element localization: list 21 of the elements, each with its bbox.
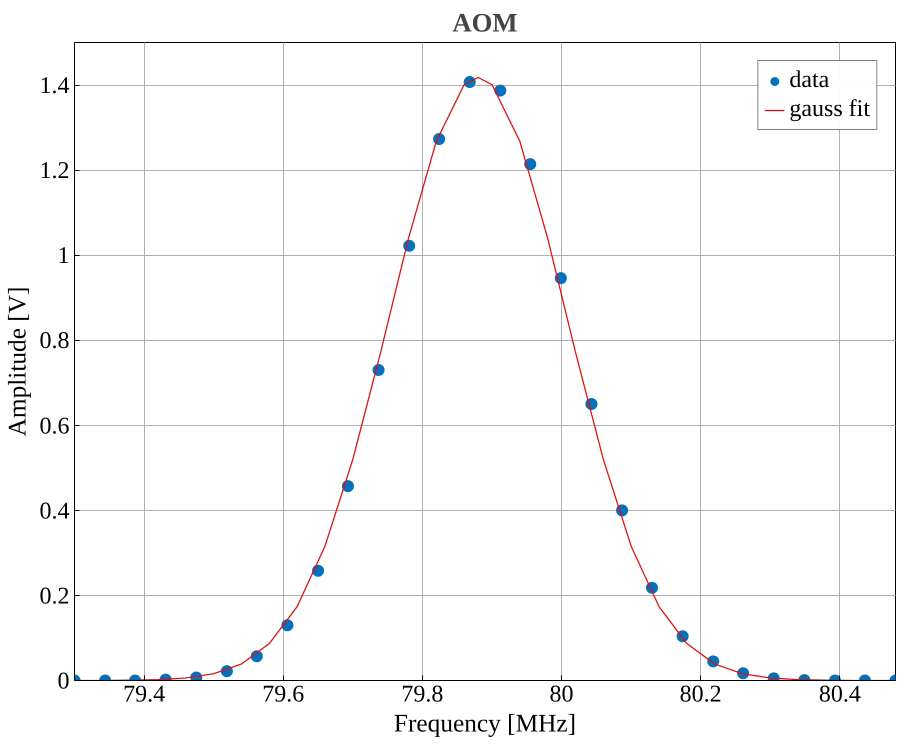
y-tick-label: 0.8	[40, 328, 70, 354]
x-axis-title: Frequency [MHz]	[394, 710, 576, 738]
x-tick-label: 80.2	[680, 682, 722, 708]
legend-label: gauss fit	[789, 96, 870, 123]
x-tick-label: 80	[550, 682, 574, 708]
y-tick-label: 1.2	[40, 158, 70, 184]
chart-title: AOM	[452, 8, 518, 38]
y-tick-label: 0.4	[40, 498, 70, 524]
point	[494, 84, 506, 97]
y-tick-label: 0	[58, 668, 70, 694]
x-tick-label: 79.8	[401, 682, 444, 708]
point	[312, 564, 324, 577]
x-tick-label: 80.4	[818, 682, 861, 708]
y-tick-label: 0.6	[40, 413, 70, 440]
legend-label: data	[789, 67, 830, 94]
y-tick-label: 1	[58, 243, 70, 270]
y-tick-label: 0.2	[40, 583, 70, 610]
y-tick-label: 1.4	[40, 73, 70, 100]
x-tick-label: 79.4	[123, 682, 166, 708]
y-axis-title: Amplitude [V]	[4, 286, 32, 436]
x-tick-label: 79.6	[262, 682, 304, 708]
